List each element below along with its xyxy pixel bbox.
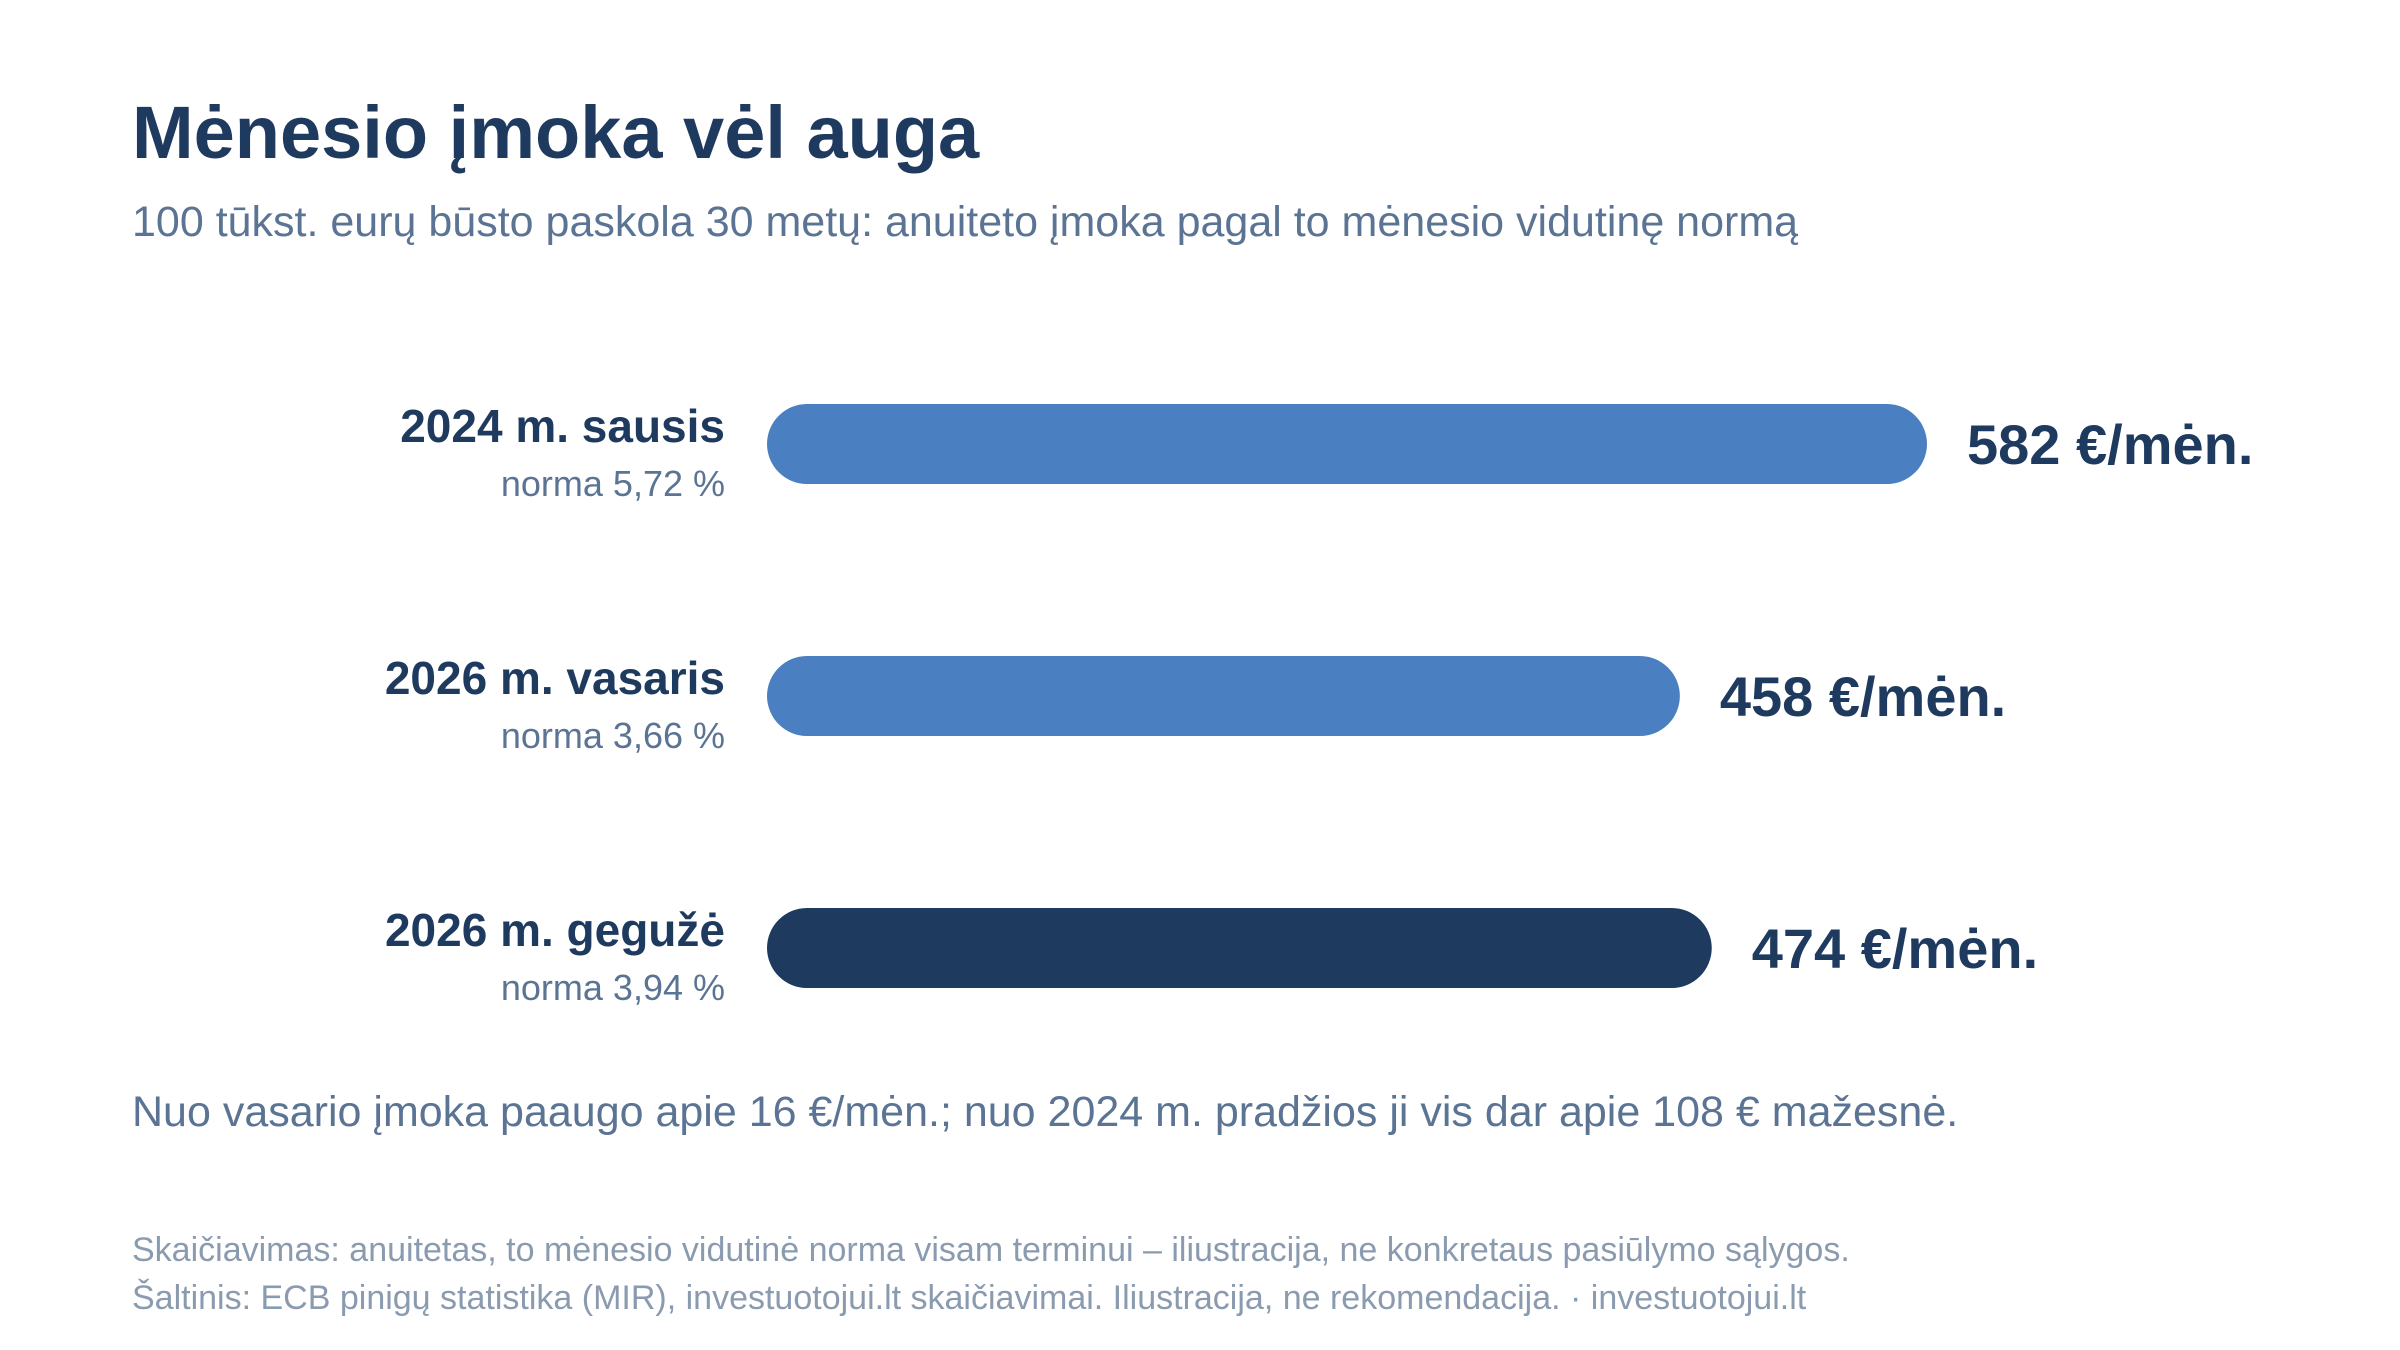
rate-label: norma 3,94 % — [501, 967, 725, 1008]
rate-label: norma 3,66 % — [501, 715, 725, 756]
value-label: 458 €/mėn. — [1720, 665, 2006, 728]
bar-3 — [767, 908, 1712, 988]
category-label: 2024 m. sausis — [400, 400, 725, 452]
value-label: 582 €/mėn. — [1967, 413, 2253, 476]
chart-title: Mėnesio įmoka vėl auga — [132, 91, 980, 174]
value-label: 474 €/mėn. — [1752, 917, 2038, 980]
rate-label: norma 5,72 % — [501, 463, 725, 504]
footer-source: Šaltinis: ECB pinigų statistika (MIR), i… — [132, 1279, 1807, 1317]
category-label: 2026 m. vasaris — [385, 652, 725, 704]
chart-note: Nuo vasario įmoka paaugo apie 16 €/mėn.;… — [132, 1088, 1959, 1136]
category-label: 2026 m. gegužė — [385, 904, 725, 956]
footer: Skaičiavimas: anuitetas, to mėnesio vidu… — [132, 1226, 1850, 1322]
footer-method: Skaičiavimas: anuitetas, to mėnesio vidu… — [132, 1231, 1850, 1269]
chart-subtitle: 100 tūkst. eurų būsto paskola 30 metų: a… — [132, 198, 1799, 246]
bar-1 — [767, 404, 1927, 484]
bar-2 — [767, 656, 1680, 736]
bar-chart: 2024 m. sausis norma 5,72 % 582 €/mėn. 2026… — [385, 400, 2254, 1008]
